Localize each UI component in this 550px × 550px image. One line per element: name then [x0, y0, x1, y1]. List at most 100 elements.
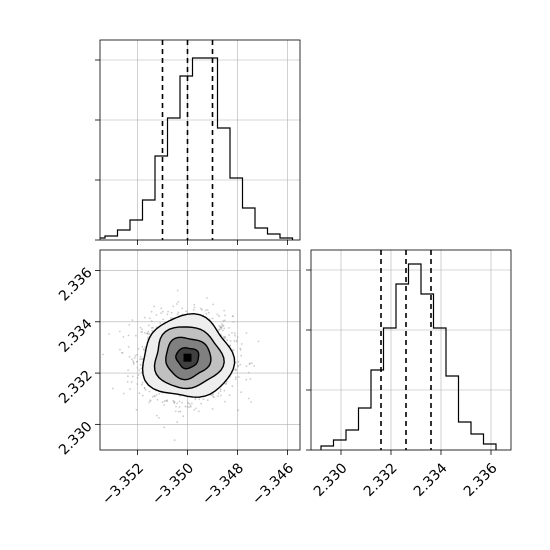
- scatter-point: [169, 317, 172, 319]
- scatter-point: [210, 394, 213, 396]
- joint-ytick-label: 2.332: [56, 367, 96, 407]
- scatter-point: [232, 321, 235, 323]
- scatter-point: [188, 402, 191, 405]
- scatter-point: [202, 398, 205, 400]
- scatter-point: [175, 405, 177, 408]
- scatter-point: [211, 408, 214, 410]
- scatter-point: [160, 307, 163, 310]
- marginal-x-frame: [99, 39, 301, 241]
- scatter-point: [240, 354, 243, 357]
- scatter-point: [201, 308, 203, 311]
- scatter-point: [163, 400, 166, 402]
- scatter-point: [193, 303, 196, 306]
- scatter-point: [148, 333, 151, 336]
- scatter-point: [217, 392, 220, 395]
- marginal-y-ticks: [306, 269, 492, 455]
- scatter-point: [151, 395, 154, 398]
- scatter-point: [219, 388, 222, 391]
- scatter-point: [148, 390, 151, 393]
- marginal-y-xtick-label: 2.330: [311, 460, 351, 500]
- scatter-point: [216, 313, 219, 316]
- scatter-point: [231, 315, 234, 318]
- joint-xtick-label: −3.348: [199, 460, 247, 508]
- scatter-point: [212, 393, 215, 395]
- scatter-point: [250, 401, 253, 403]
- scatter-point: [151, 329, 154, 332]
- scatter-point: [222, 329, 224, 332]
- scatter-point: [249, 378, 252, 380]
- scatter-point: [141, 394, 144, 397]
- scatter-point: [131, 319, 134, 321]
- scatter-point: [162, 318, 165, 321]
- scatter-point: [143, 348, 145, 350]
- scatter-point: [160, 312, 162, 314]
- scatter-point: [143, 332, 146, 334]
- scatter-point: [228, 327, 230, 329]
- marginal-x-panel: [95, 39, 301, 245]
- scatter-point: [166, 313, 169, 316]
- scatter-point: [218, 328, 221, 331]
- scatter-point: [148, 317, 151, 320]
- marginal-y-xtick-label: 2.336: [461, 460, 501, 500]
- scatter-point: [231, 385, 234, 388]
- scatter-point: [219, 390, 222, 392]
- scatter-point: [158, 417, 160, 419]
- scatter-point: [231, 332, 233, 334]
- scatter-point: [143, 387, 146, 389]
- scatter-point: [137, 348, 140, 350]
- scatter-point: [146, 332, 149, 335]
- scatter-point: [181, 401, 184, 404]
- scatter-point: [233, 340, 236, 342]
- scatter-point: [118, 330, 121, 333]
- joint-contours: [141, 312, 236, 398]
- scatter-point: [173, 401, 176, 403]
- scatter-point: [222, 335, 225, 338]
- marginal-y-histogram: [320, 263, 497, 450]
- scatter-point: [176, 289, 179, 292]
- scatter-point: [179, 410, 182, 413]
- scatter-point: [195, 407, 197, 410]
- scatter-point: [108, 333, 111, 335]
- scatter-point: [139, 358, 142, 361]
- scatter-point: [226, 339, 229, 342]
- scatter-point: [136, 377, 139, 379]
- joint-ticks: [95, 270, 288, 455]
- scatter-point: [177, 410, 180, 413]
- scatter-point: [237, 376, 240, 378]
- scatter-point: [178, 406, 181, 408]
- scatter-point: [141, 381, 144, 384]
- scatter-point: [158, 392, 161, 395]
- joint-xtick-label: −3.350: [149, 460, 197, 508]
- joint-xtick-label: −3.346: [249, 460, 297, 508]
- scatter-point: [131, 375, 134, 378]
- scatter-point: [137, 374, 140, 376]
- scatter-point: [220, 327, 223, 330]
- joint-ytick-label: 2.334: [56, 316, 96, 356]
- scatter-point: [189, 405, 192, 408]
- scatter-point: [223, 309, 226, 312]
- scatter-point: [135, 334, 137, 337]
- scatter-point: [236, 339, 239, 342]
- marginal-y-xtick-label: 2.334: [411, 460, 451, 500]
- scatter-point: [239, 363, 242, 366]
- scatter-point: [141, 331, 144, 333]
- scatter-point: [128, 324, 131, 326]
- scatter-point: [221, 323, 223, 326]
- scatter-point: [189, 404, 192, 407]
- scatter-point: [176, 303, 178, 305]
- scatter-point: [166, 399, 169, 402]
- joint-ytick-label: 2.336: [56, 265, 96, 305]
- scatter-point: [102, 353, 104, 356]
- scatter-point: [156, 398, 159, 401]
- scatter-point: [132, 362, 135, 365]
- scatter-point: [148, 324, 150, 327]
- scatter-point: [229, 344, 232, 347]
- scatter-point: [161, 401, 164, 404]
- scatter-point: [234, 332, 236, 335]
- scatter-point: [150, 320, 153, 322]
- scatter-point: [136, 383, 139, 385]
- scatter-point: [182, 415, 185, 418]
- scatter-point: [245, 378, 248, 381]
- scatter-point: [173, 439, 176, 442]
- scatter-point: [135, 408, 138, 411]
